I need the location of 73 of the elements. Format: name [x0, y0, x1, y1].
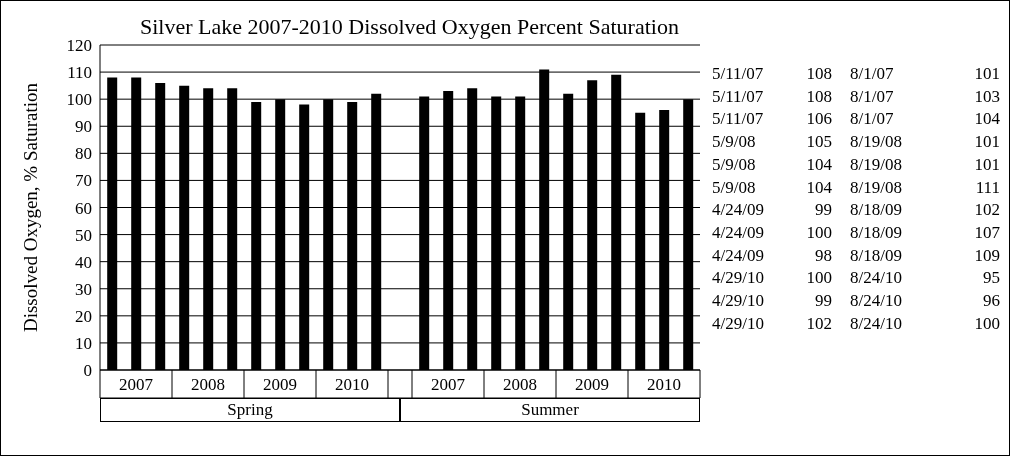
- text: 8/1/07: [850, 64, 895, 84]
- x-tick-label: 2008: [191, 375, 225, 395]
- chart-title: Silver Lake 2007-2010 Dissolved Oxygen Percent Saturation: [140, 14, 680, 40]
- text: 109: [973, 245, 1000, 266]
- y-tick-label: 40: [75, 252, 92, 272]
- text: 108: [805, 86, 832, 107]
- text: Summer: [400, 398, 700, 422]
- text: 100: [973, 313, 1000, 334]
- text: 101: [973, 132, 1000, 153]
- text: 4/24/09: [712, 245, 765, 266]
- text: 4/29/10: [712, 268, 765, 289]
- x-tick-label: 2010: [647, 375, 681, 395]
- text: 104: [805, 177, 832, 198]
- x-tick-label: 2007: [119, 375, 154, 395]
- y-tick-label: 90: [75, 117, 92, 137]
- x-tick-label: 2010: [335, 375, 369, 395]
- text: 99: [814, 291, 832, 311]
- text: 8/24/10: [850, 291, 903, 311]
- text: 100: [805, 268, 832, 289]
- y-tick-label: 60: [75, 198, 92, 218]
- text: 99: [814, 200, 832, 221]
- y-tick-label: 70: [75, 171, 92, 191]
- text: 4/29/10: [712, 313, 765, 334]
- text: 96: [982, 291, 1000, 311]
- text: 4/24/09: [712, 200, 765, 221]
- x-tick-label: 2008: [503, 375, 537, 395]
- y-axis-title: Dissolved Oxygen, % Saturation: [19, 82, 41, 333]
- text: 104: [805, 154, 832, 175]
- text: 8/18/09: [850, 245, 903, 266]
- text: 98: [814, 245, 832, 266]
- text: 8/1/07: [850, 86, 895, 107]
- text: 8/24/10: [850, 268, 903, 289]
- y-tick-label: 80: [75, 144, 92, 164]
- y-tick-label: 0: [83, 361, 92, 381]
- text: 8/19/08: [850, 177, 903, 198]
- y-tick-label: 100: [66, 90, 92, 110]
- y-tick-label: 50: [75, 225, 92, 245]
- y-tick-label: 10: [75, 333, 92, 353]
- text: 5/11/07: [712, 109, 765, 130]
- text: 101: [973, 154, 1000, 175]
- text: 111: [974, 177, 1000, 198]
- text: 8/1/07: [850, 109, 895, 130]
- x-tick-label: 2007: [431, 375, 466, 395]
- text: 107: [973, 222, 1000, 243]
- text: 95: [982, 268, 1000, 289]
- text: 8/19/08: [850, 154, 903, 175]
- text: 108: [805, 64, 832, 84]
- x-tick-label: 2009: [575, 375, 609, 395]
- y-tick-label: 20: [75, 306, 92, 326]
- text: 103: [973, 86, 1000, 107]
- text: 8/18/09: [850, 222, 903, 243]
- text: 106: [805, 109, 832, 130]
- text: 8/18/09: [850, 200, 903, 221]
- text: Spring: [100, 398, 400, 422]
- text: 4/29/10: [712, 291, 765, 311]
- text: 5/9/08: [712, 177, 757, 198]
- text: 102: [973, 200, 1000, 221]
- text: 4/24/09: [712, 222, 765, 243]
- text: 102: [805, 313, 832, 334]
- text: 5/9/08: [712, 154, 757, 175]
- text: 5/11/07: [712, 64, 765, 84]
- text: 105: [805, 132, 832, 153]
- text: 5/11/07: [712, 86, 765, 107]
- y-tick-label: 120: [66, 36, 92, 56]
- text: 100: [805, 222, 832, 243]
- y-tick-label: 110: [67, 63, 92, 83]
- text: 8/24/10: [850, 313, 903, 334]
- x-tick-label: 2009: [263, 375, 297, 395]
- text: 8/19/08: [850, 132, 903, 153]
- text: 104: [973, 109, 1000, 130]
- text: 5/9/08: [712, 132, 757, 153]
- y-tick-label: 30: [75, 279, 92, 299]
- text: 101: [973, 64, 1000, 84]
